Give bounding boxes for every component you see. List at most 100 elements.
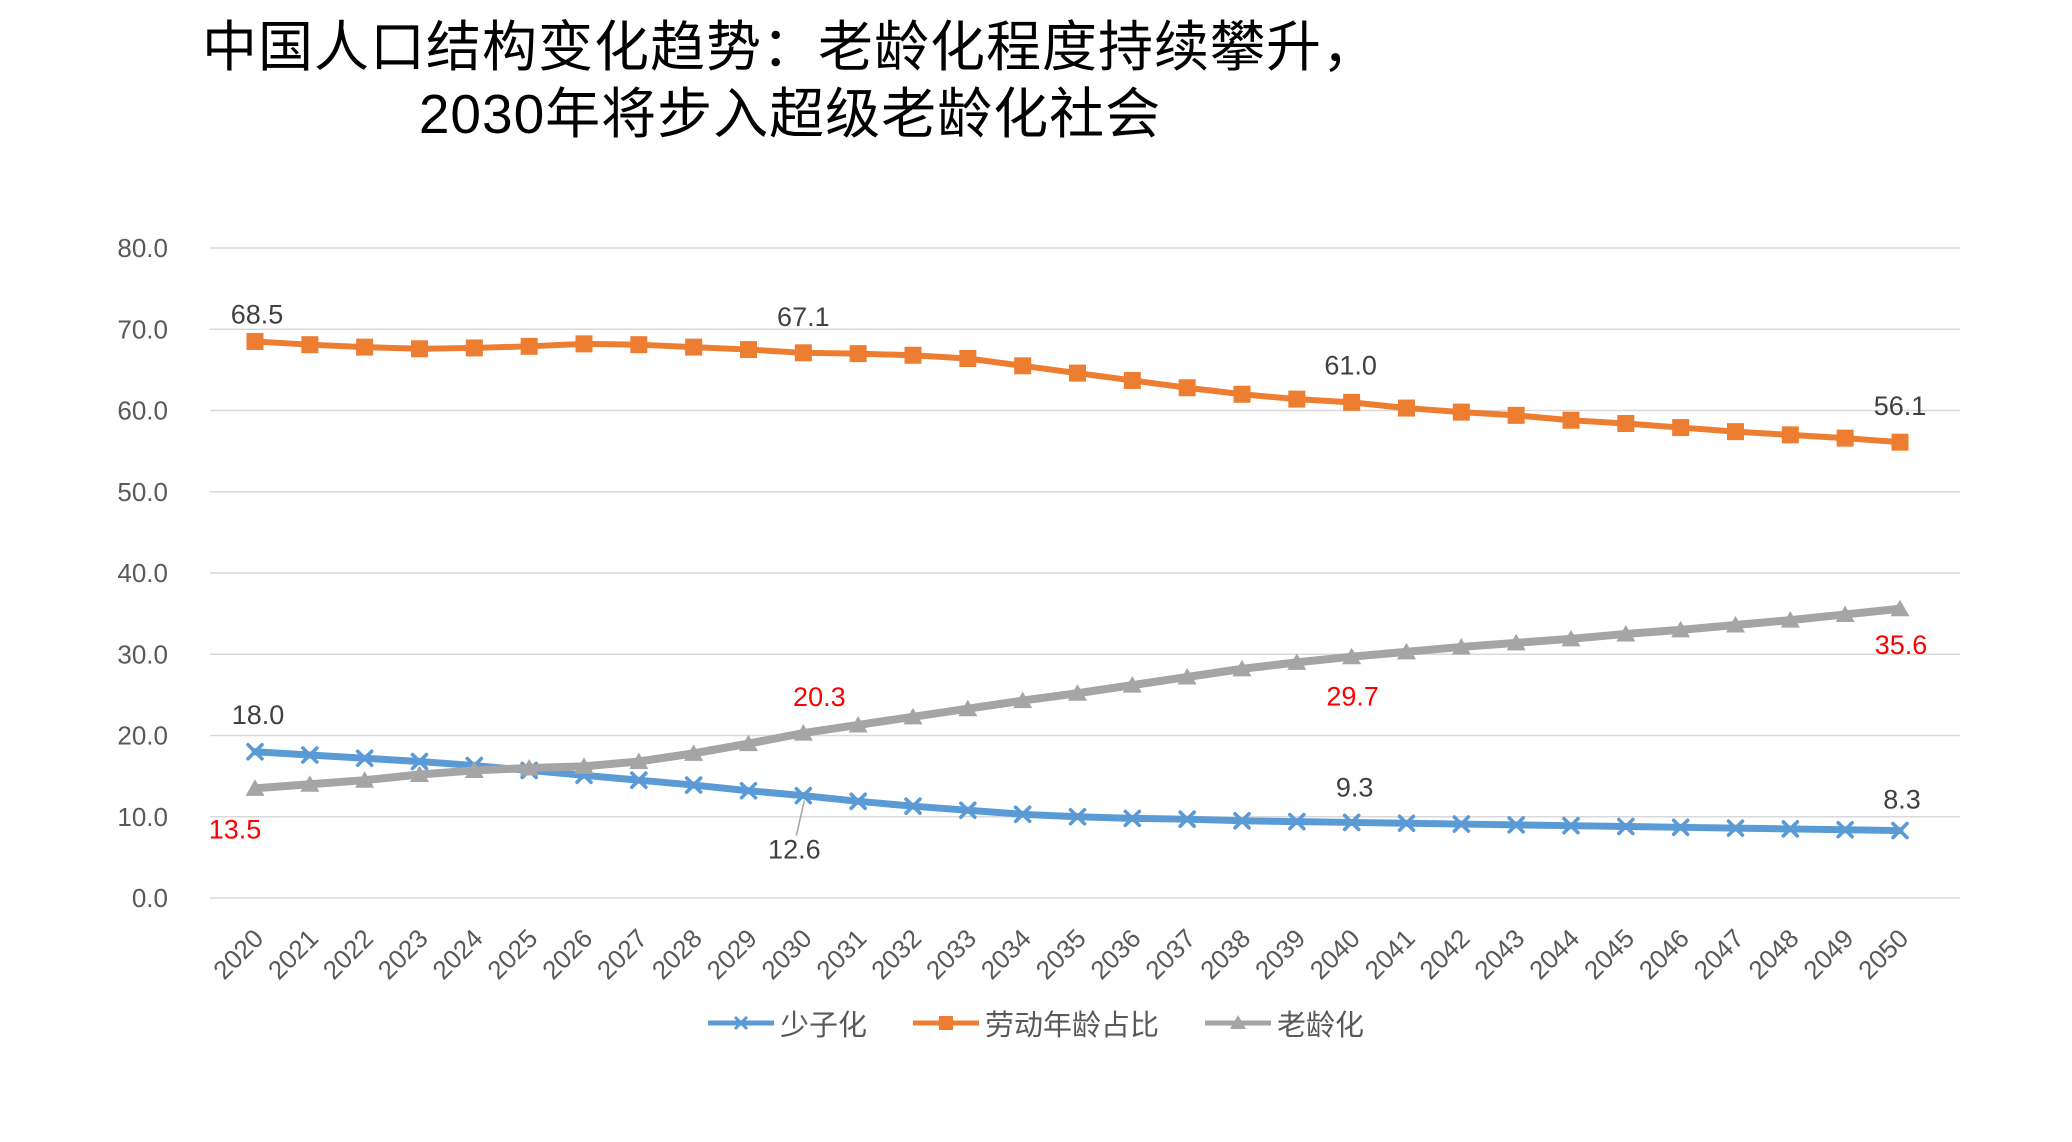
x-tick-label: 2042 (1413, 923, 1475, 985)
data-label-elderly-share-2050: 35.6 (1875, 630, 1928, 660)
triangle-marker-icon (903, 707, 923, 725)
triangle-marker-icon (574, 757, 594, 774)
x-marker-icon (1836, 820, 1854, 839)
triangle-marker-icon (519, 759, 539, 776)
legend-label: 少子化 (779, 1010, 867, 1042)
square-marker-icon (1726, 423, 1744, 441)
x-marker-icon (959, 801, 977, 820)
square-marker-icon (794, 344, 812, 362)
square-marker-icon (575, 335, 593, 353)
x-tick-label: 2044 (1523, 923, 1585, 985)
x-marker-icon (1397, 814, 1416, 833)
square-marker-icon (1068, 364, 1086, 382)
x-tick-label: 2037 (1139, 923, 1201, 985)
legend-square-marker-icon (912, 1016, 979, 1030)
square-marker-icon (1672, 419, 1690, 437)
data-label-working-age-share-2050: 56.1 (1874, 391, 1927, 421)
legend: 少子化 劳动年龄占比 老龄化 (0, 1002, 2072, 1044)
x-marker-icon (1342, 813, 1361, 832)
data-label-elderly-share-2040: 29.7 (1326, 682, 1379, 712)
legend-item-working-age-share: 劳动年龄占比 (912, 1002, 1159, 1044)
square-marker-icon (1781, 426, 1799, 444)
triangle-marker-icon (1232, 659, 1252, 677)
x-tick-label: 2035 (1030, 923, 1092, 985)
x-tick-label: 2034 (975, 923, 1037, 985)
x-tick-label: 2027 (591, 923, 653, 985)
x-tick-label: 2031 (810, 923, 872, 985)
triangle-marker-icon (245, 779, 265, 796)
x-marker-icon (1013, 805, 1032, 824)
square-marker-icon (1507, 406, 1525, 424)
x-tick-label: 2033 (920, 923, 982, 985)
chart-title-line2: 2030年将步入超级老龄化社会 (418, 83, 1162, 146)
x-marker-icon (904, 797, 922, 815)
triangle-marker-icon (1671, 620, 1691, 638)
chart-title-line1: 中国人口结构变化趋势：老龄化程度持续攀升， (201, 16, 1378, 78)
data-label-elderly-share-2020: 13.5 (209, 814, 262, 844)
square-marker-icon (959, 350, 977, 367)
triangle-marker-icon (793, 724, 813, 741)
data-label-working-age-share-2030: 67.1 (777, 302, 830, 332)
label-leader-line (795, 800, 806, 836)
triangle-marker-icon (1067, 684, 1087, 701)
x-marker-icon (1507, 816, 1525, 834)
square-marker-icon (1233, 385, 1251, 403)
triangle-marker-icon (684, 744, 704, 761)
chart-title: 中国人口结构变化趋势：老龄化程度持续攀升， 2030年将步入超级老龄化社会 (0, 14, 1580, 148)
x-marker-icon (1068, 807, 1087, 826)
y-tick-label: 80.0 (117, 233, 168, 263)
x-marker-icon (849, 792, 867, 811)
x-marker-icon (1452, 815, 1471, 833)
x-marker-icon (1781, 820, 1800, 838)
triangle-marker-icon (1835, 605, 1855, 622)
y-tick-label: 60.0 (117, 396, 168, 426)
y-tick-label: 70.0 (117, 314, 168, 344)
triangle-marker-icon (1177, 668, 1197, 685)
square-marker-icon (904, 346, 922, 364)
triangle-marker-icon (738, 734, 758, 752)
triangle-marker-icon (629, 752, 649, 769)
x-marker-icon (1726, 819, 1745, 837)
y-tick-label: 0.0 (132, 883, 168, 913)
square-marker-icon (520, 337, 538, 355)
triangle-marker-icon (1451, 637, 1471, 655)
x-marker-icon (355, 749, 374, 768)
square-marker-icon (301, 336, 319, 354)
triangle-marker-icon (409, 765, 429, 782)
x-marker-icon (630, 771, 648, 789)
square-marker-icon (685, 338, 703, 356)
triangle-marker-icon (848, 715, 868, 733)
y-tick-label: 30.0 (117, 639, 168, 669)
square-marker-icon (1397, 399, 1415, 417)
x-marker-icon (1891, 821, 1909, 840)
triangle-marker-icon (1396, 642, 1416, 660)
triangle-marker-icon (300, 775, 320, 792)
legend-item-elderly-share: 老龄化 (1205, 1002, 1364, 1044)
x-tick-label: 2040 (1304, 923, 1366, 985)
x-tick-label: 2029 (701, 923, 763, 985)
x-tick-label: 2038 (1194, 923, 1256, 985)
square-marker-icon (1343, 393, 1361, 411)
legend-label: 劳动年龄占比 (984, 1010, 1159, 1042)
x-tick-label: 2021 (262, 923, 324, 985)
square-marker-icon (410, 340, 428, 358)
square-marker-icon (1123, 371, 1141, 389)
x-tick-label: 2024 (426, 923, 488, 985)
x-tick-label: 2050 (1852, 923, 1914, 985)
data-label-working-age-share-2020: 68.5 (231, 299, 284, 329)
x-tick-label: 2049 (1797, 923, 1859, 985)
triangle-marker-icon (464, 761, 484, 778)
x-tick-label: 2043 (1468, 923, 1530, 985)
x-marker-icon (739, 781, 758, 800)
x-tick-label: 2046 (1633, 923, 1695, 985)
y-tick-label: 50.0 (117, 477, 168, 507)
x-tick-label: 2047 (1688, 923, 1750, 985)
triangle-marker-icon (1780, 611, 1800, 628)
x-marker-icon (1671, 818, 1690, 837)
x-tick-label: 2032 (865, 923, 927, 985)
triangle-marker-icon (1287, 653, 1307, 670)
triangle-marker-icon (958, 699, 978, 717)
x-tick-label: 2030 (755, 923, 817, 985)
